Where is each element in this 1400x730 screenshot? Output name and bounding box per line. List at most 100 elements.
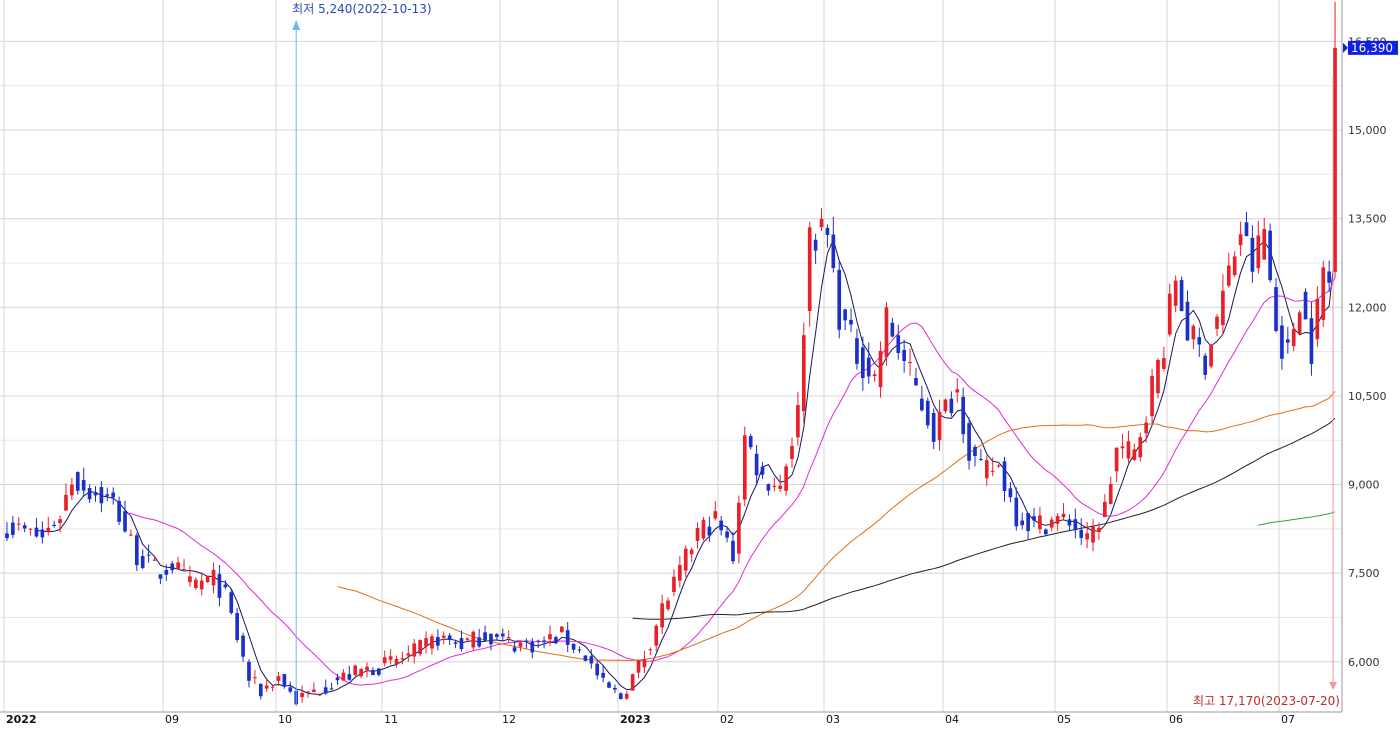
candle-body bbox=[1268, 230, 1272, 281]
candle bbox=[742, 426, 747, 507]
candle bbox=[512, 641, 517, 654]
candle bbox=[996, 463, 1001, 468]
candle-body bbox=[1315, 298, 1320, 340]
candle-body bbox=[312, 689, 316, 693]
candle-body bbox=[459, 638, 464, 650]
candle bbox=[1191, 324, 1196, 350]
candle-body bbox=[123, 511, 127, 532]
candle bbox=[1097, 522, 1101, 540]
candle-body bbox=[984, 460, 989, 479]
candle-body bbox=[961, 396, 966, 435]
candle-body bbox=[536, 640, 541, 642]
candle-body bbox=[1132, 449, 1137, 460]
last-price-label: 16,390 bbox=[1351, 41, 1393, 55]
candle bbox=[766, 483, 771, 496]
candle bbox=[577, 646, 582, 654]
candle-body bbox=[855, 338, 859, 364]
candle bbox=[931, 408, 936, 450]
candle bbox=[229, 588, 234, 615]
candle-body bbox=[683, 548, 688, 571]
candle bbox=[542, 636, 546, 649]
candle-body bbox=[1020, 520, 1025, 526]
candle-body bbox=[979, 458, 983, 460]
candle-body bbox=[719, 520, 724, 531]
candle-body bbox=[1244, 222, 1249, 237]
candle-body bbox=[672, 576, 676, 592]
candle bbox=[489, 633, 493, 651]
candle bbox=[1085, 521, 1089, 549]
candle bbox=[93, 486, 98, 502]
candle-body bbox=[1256, 235, 1261, 269]
candle bbox=[1250, 225, 1255, 283]
candle bbox=[967, 417, 971, 470]
candle-body bbox=[306, 691, 310, 693]
candle bbox=[258, 682, 263, 700]
ma20-line bbox=[125, 277, 1336, 686]
candle-body bbox=[1333, 47, 1337, 272]
candle bbox=[52, 520, 57, 528]
candle-body bbox=[28, 528, 33, 530]
candle-body bbox=[589, 656, 594, 664]
candle-body bbox=[217, 574, 222, 598]
candle bbox=[194, 577, 198, 590]
candle bbox=[624, 690, 629, 700]
candle bbox=[672, 569, 676, 597]
candle-body bbox=[1327, 271, 1331, 283]
candle bbox=[1002, 456, 1007, 502]
candle bbox=[890, 317, 895, 338]
candle bbox=[1285, 327, 1290, 354]
plot-background bbox=[0, 0, 1342, 712]
candle bbox=[589, 649, 594, 669]
candle-body bbox=[784, 466, 788, 491]
candle-body bbox=[16, 523, 21, 525]
y-tick-label: 15,000 bbox=[1348, 124, 1387, 137]
candle bbox=[1179, 276, 1184, 312]
last-price-box bbox=[1348, 40, 1398, 55]
candle bbox=[1226, 252, 1231, 288]
candle bbox=[1297, 310, 1302, 335]
candle bbox=[430, 634, 434, 655]
candle bbox=[760, 461, 765, 480]
candle-body bbox=[542, 640, 546, 642]
candle-body bbox=[495, 634, 499, 638]
candle-body bbox=[52, 524, 57, 527]
candle-body bbox=[666, 600, 670, 610]
y-tick-label: 9,000 bbox=[1348, 479, 1380, 492]
candle-body bbox=[660, 603, 664, 628]
candle-body bbox=[1274, 287, 1278, 331]
candle bbox=[713, 501, 718, 521]
candle bbox=[565, 622, 570, 653]
candle-body bbox=[872, 374, 877, 377]
candle-body bbox=[896, 335, 901, 353]
candle-body bbox=[1043, 529, 1048, 535]
candle bbox=[784, 463, 788, 496]
candle-body bbox=[229, 592, 234, 613]
candle-body bbox=[199, 580, 204, 590]
candle-body bbox=[925, 400, 930, 426]
candle-body bbox=[825, 227, 830, 235]
x-tick-label: 03 bbox=[826, 713, 840, 726]
candle bbox=[123, 500, 127, 533]
candle bbox=[1061, 503, 1066, 520]
candle-body bbox=[105, 494, 110, 496]
candle bbox=[1244, 211, 1249, 237]
candle-body bbox=[937, 411, 942, 441]
x-tick-label: 2023 bbox=[620, 713, 651, 726]
candle bbox=[943, 398, 948, 414]
candle bbox=[323, 679, 328, 695]
x-tick-label: 06 bbox=[1169, 713, 1183, 726]
candle-body bbox=[253, 677, 257, 679]
candle bbox=[477, 628, 481, 648]
candle bbox=[329, 682, 334, 691]
candle bbox=[1173, 275, 1178, 313]
candle bbox=[949, 391, 954, 417]
candle-body bbox=[489, 633, 493, 645]
candle bbox=[105, 487, 110, 502]
candle-body bbox=[737, 502, 741, 554]
candle bbox=[1197, 327, 1202, 358]
candle bbox=[554, 635, 558, 645]
candle-body bbox=[1297, 312, 1302, 335]
candle bbox=[831, 216, 836, 273]
candle-body bbox=[748, 436, 753, 448]
